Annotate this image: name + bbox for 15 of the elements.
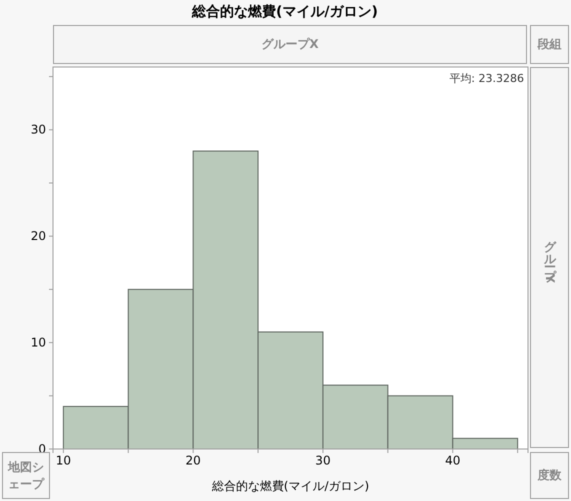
text: グループX [261,36,319,53]
y-tick-label: 30 [30,122,46,137]
text: 段組 [538,36,562,53]
text: グループY [542,232,558,283]
y-tick-label: 10 [30,335,46,350]
x-tick-label: 40 [445,454,460,468]
x-tick-label: 20 [186,454,201,468]
x-tick-label: 10 [56,454,72,468]
y-tick-label: 20 [30,229,46,244]
chart-title: 総合的な燃費(マイル/ガロン) [191,4,378,20]
x-tick-label: 30 [315,454,331,468]
text: 地図シェープ [6,458,46,492]
text: 度数 [538,467,562,484]
annotation: 平均: 23.3286 [449,72,524,85]
x-axis-title: 総合的な燃費(マイル/ガロン) [210,479,370,493]
